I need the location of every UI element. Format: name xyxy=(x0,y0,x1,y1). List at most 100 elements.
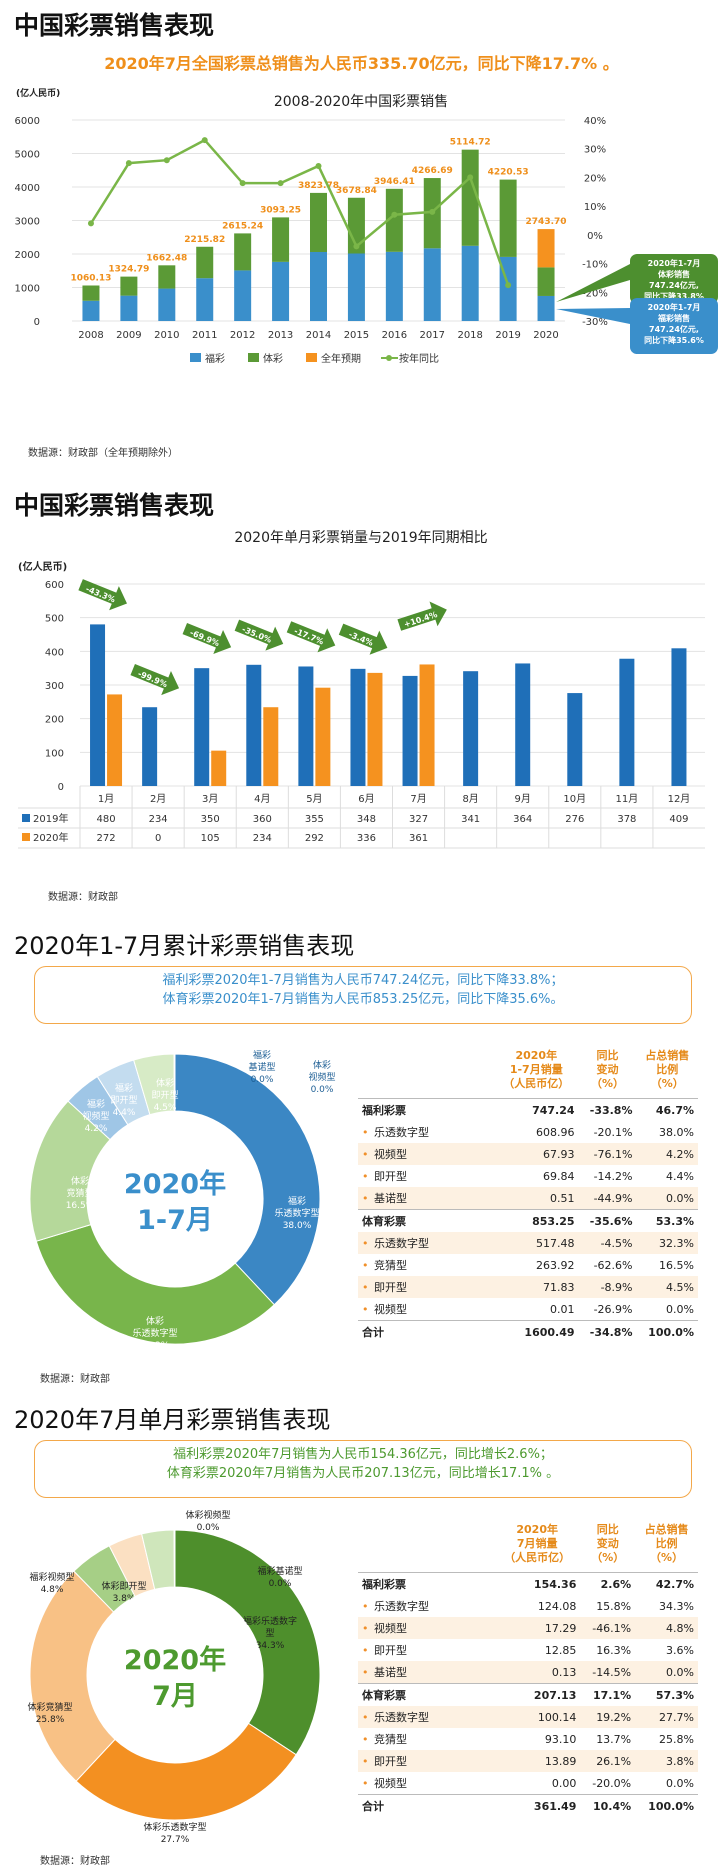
slice-label: 体彩 xyxy=(71,1175,89,1187)
y-axis-label: (亿人民币) xyxy=(18,560,67,573)
table-share: 0.0% xyxy=(636,1187,698,1210)
table-cell-2019: 360 xyxy=(253,814,272,825)
bullet-icon: • xyxy=(362,1303,369,1316)
bar-welfare xyxy=(234,270,252,321)
table-share: 46.7% xyxy=(655,1103,694,1117)
bar-2019 xyxy=(142,707,158,786)
table-value: 17.29 xyxy=(494,1617,581,1639)
callout-text: 同比下降33.8% xyxy=(644,291,704,301)
bullet-icon: • xyxy=(362,1148,369,1161)
ytd-sales-table: 2020年 1-7月销量 （人民币亿） 同比 变动 （%） 占总销售 比例 （%） 福利彩票 747… xyxy=(358,1042,698,1343)
table-header-cell: 占总销售 比例 （%） xyxy=(636,1042,698,1099)
total-label: 4266.69 xyxy=(412,166,453,176)
table-header-line: 变动 xyxy=(596,1063,619,1076)
y2-tick-label: -20% xyxy=(582,288,608,299)
bullet-icon: • xyxy=(362,1237,369,1250)
bar-welfare xyxy=(537,295,555,321)
yoy-point xyxy=(239,180,246,187)
bar-2020 xyxy=(367,672,383,786)
donut-hole xyxy=(87,1111,263,1287)
table-share: 0.0% xyxy=(635,1661,698,1684)
table-category: 合计 xyxy=(358,1795,494,1818)
ytd-pie-chart: 福彩乐透数字型38.0%体彩乐透数字型32.3%体彩竞猜型16.5%福彩视频型4… xyxy=(29,1049,336,1351)
table-header-line: 2020年 xyxy=(515,1049,558,1062)
section3-summary: 福利彩票2020年1-7月销售为人民币747.24亿元，同比下降33.8%； 体… xyxy=(34,966,692,1024)
table-change: -20.0% xyxy=(592,1776,632,1790)
table-row: • 即开型 12.85 16.3% 3.6% xyxy=(358,1639,698,1661)
section4-source: 数据源：财政部 xyxy=(40,1856,110,1867)
y-tick-label: 3000 xyxy=(15,217,40,228)
y-tick-label: 0 xyxy=(34,317,40,328)
slice-label: 32.3% xyxy=(141,1341,170,1351)
x-tick-label: 2010 xyxy=(154,330,179,341)
bar-2019 xyxy=(298,666,314,786)
table-change: 15.8% xyxy=(596,1599,632,1613)
table-category: 福利彩票 xyxy=(358,1099,494,1122)
slice-label: 福彩 xyxy=(87,1098,105,1110)
table-value: 517.48 xyxy=(494,1232,579,1254)
table-category-label: 乐透数字型 xyxy=(374,1126,429,1139)
table-header-line: （人民币亿） xyxy=(503,1077,570,1090)
slice-label: 4.5% xyxy=(154,1103,177,1113)
yoy-line xyxy=(89,138,510,286)
bullet-icon: • xyxy=(362,1644,369,1657)
y2-tick-label: 10% xyxy=(584,202,606,213)
x-tick-label: 4月 xyxy=(254,793,270,805)
table-share: 25.8% xyxy=(659,1732,694,1746)
legend-swatch xyxy=(306,353,317,362)
callout-pointer xyxy=(556,264,630,302)
x-tick-label: 2015 xyxy=(344,330,369,341)
table-value: 93.10 xyxy=(544,1732,577,1746)
table-header-line: 同比 xyxy=(596,1049,619,1062)
table-category-label: 乐透数字型 xyxy=(374,1711,429,1724)
table-value: 608.96 xyxy=(536,1125,575,1139)
y-tick-label: 600 xyxy=(45,580,64,591)
table-change: -20.1% xyxy=(593,1125,633,1139)
table-cell-2020: 105 xyxy=(201,833,220,844)
table-category: • 乐透数字型 xyxy=(358,1595,494,1617)
table-category: • 视频型 xyxy=(358,1143,494,1165)
table-change: -44.9% xyxy=(578,1187,637,1210)
x-tick-label: 2012 xyxy=(230,330,255,341)
bullet-icon: • xyxy=(362,1777,369,1790)
slice-label: 福彩 xyxy=(115,1082,133,1094)
section3-source: 数据源：财政部 xyxy=(40,1374,110,1385)
table-value: 747.24 xyxy=(532,1103,575,1117)
slice-label: 型 xyxy=(265,1628,274,1639)
table-value: 0.13 xyxy=(494,1661,581,1684)
slice-label: 竞猜型 xyxy=(66,1187,93,1199)
bullet-icon: • xyxy=(362,1666,369,1679)
x-tick-label: 3月 xyxy=(202,793,218,805)
table-category-label: 乐透数字型 xyxy=(374,1600,429,1613)
table-category: 体育彩票 xyxy=(358,1684,494,1707)
bar-sports xyxy=(82,285,100,301)
x-tick-label: 5月 xyxy=(306,793,322,805)
table-row: • 乐透数字型 517.48 -4.5% 32.3% xyxy=(358,1232,698,1254)
table-row: • 基诺型 0.13 -14.5% 0.0% xyxy=(358,1661,698,1684)
table-cell-2019: 378 xyxy=(617,814,636,825)
y-tick-label: 400 xyxy=(45,647,64,658)
slice-label: 视频型 xyxy=(82,1110,109,1122)
table-header-line: 同比 xyxy=(596,1523,619,1536)
slice-label: 27.7% xyxy=(161,1835,190,1845)
x-tick-label: 12月 xyxy=(668,793,691,805)
table-change: 13.7% xyxy=(596,1732,632,1746)
yoy-point xyxy=(505,282,512,289)
table-category: 体育彩票 xyxy=(358,1210,494,1233)
table-category-label: 即开型 xyxy=(374,1755,407,1768)
table-header-line: 比例 xyxy=(656,1063,679,1076)
table-category-label: 合计 xyxy=(362,1800,384,1813)
table-value: 100.14 xyxy=(494,1706,581,1728)
table-row: • 视频型 0.01 -26.9% 0.0% xyxy=(358,1298,698,1321)
table-category: • 视频型 xyxy=(358,1772,494,1795)
table-row: • 竞猜型 263.92 -62.6% 16.5% xyxy=(358,1254,698,1276)
table-header-line: （人民币亿） xyxy=(504,1551,571,1564)
slice-label: 体彩 xyxy=(156,1077,174,1089)
table-header-line: （%） xyxy=(650,1077,684,1090)
total-label: 3678.84 xyxy=(336,186,377,196)
yoy-point xyxy=(391,211,398,218)
table-value: 0.51 xyxy=(494,1187,579,1210)
table-cell-2020: 336 xyxy=(357,833,376,844)
bar-2020 xyxy=(419,664,435,786)
bar-sports xyxy=(158,265,176,289)
